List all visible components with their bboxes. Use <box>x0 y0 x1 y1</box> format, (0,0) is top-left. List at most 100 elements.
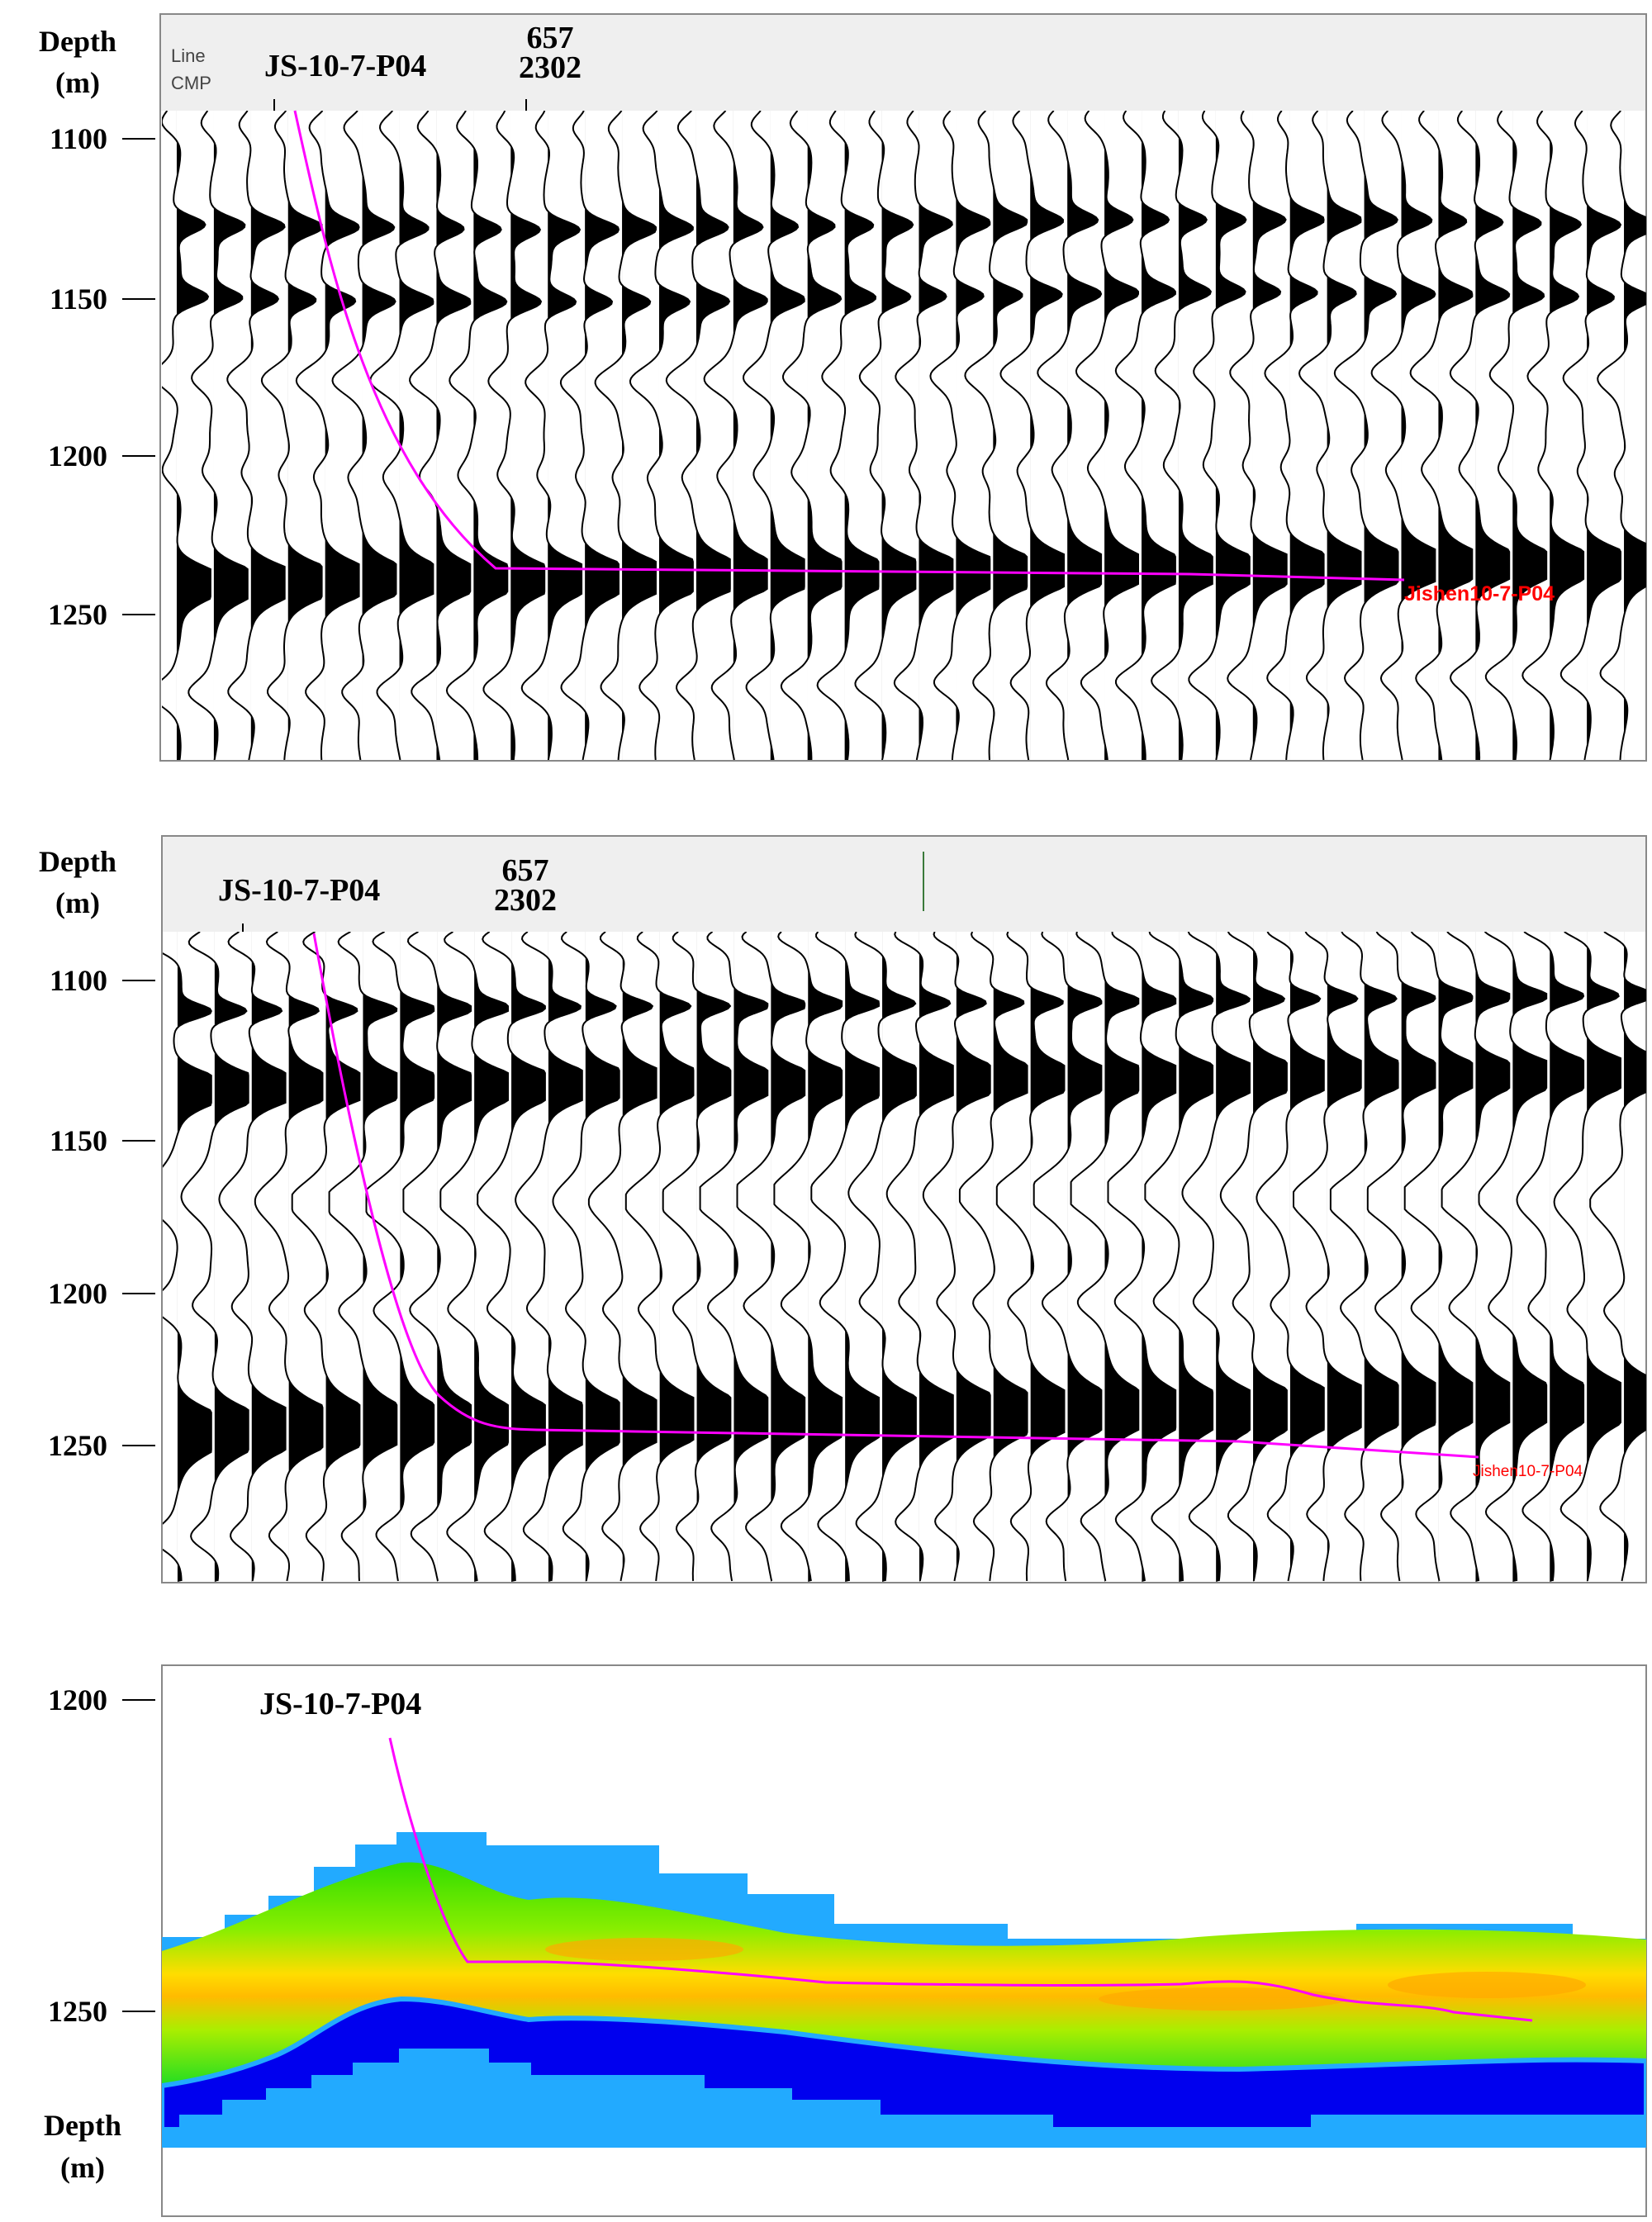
trace-fill <box>1289 111 1324 760</box>
trace-wiggle <box>328 932 398 1582</box>
trace-fill <box>881 111 916 760</box>
trace-fill <box>1364 932 1398 1582</box>
trace-wiggle <box>922 932 991 1582</box>
trace-wiggle <box>929 111 991 760</box>
trace-wiggle <box>1409 111 1474 760</box>
trace-wiggle <box>1070 932 1140 1582</box>
well-path <box>312 933 1479 1459</box>
trace-fill <box>1104 932 1139 1582</box>
trace-fill <box>733 932 768 1582</box>
well-label: Jishen10-7-P04 <box>1473 1463 1583 1480</box>
header-band <box>163 837 1645 932</box>
trace-wiggle <box>331 111 397 760</box>
trace-fill <box>807 111 842 760</box>
trace-wiggle <box>369 111 434 760</box>
wiggle-traces <box>163 932 1646 1582</box>
trace-wiggle <box>1329 932 1399 1582</box>
trace-wiggle <box>1151 111 1213 760</box>
trace-fill <box>808 932 843 1582</box>
trace-fill <box>1142 932 1176 1582</box>
cmp-value: 2302 <box>494 883 557 918</box>
trace-wiggle <box>1256 932 1325 1582</box>
trace-wiggle <box>816 111 880 760</box>
trace-fill <box>1216 932 1250 1582</box>
panel-frame <box>161 835 1647 1583</box>
trace-fill <box>1401 932 1436 1582</box>
trace-wiggle <box>1219 932 1288 1582</box>
trace-fill <box>1253 932 1287 1582</box>
depth-axis: Depth (m) 1100 1150 1200 1250 <box>39 25 155 631</box>
line-value: 657 <box>502 853 549 888</box>
trace-wiggle <box>736 932 806 1582</box>
trace-wiggle <box>1403 932 1474 1582</box>
trace-wiggle <box>773 932 843 1582</box>
trace-fill <box>771 932 805 1582</box>
trace-wiggle <box>995 932 1066 1582</box>
depth-tick-label: 1100 <box>50 122 107 155</box>
line-value: 657 <box>527 21 574 55</box>
trace-wiggle <box>1032 932 1103 1582</box>
attribute-body <box>162 1832 1646 2148</box>
trace-fill <box>882 932 916 1582</box>
trace-wiggle <box>587 932 657 1582</box>
trace-fill <box>1215 111 1250 760</box>
trace-fill <box>956 111 990 760</box>
trace-wiggle <box>445 111 509 760</box>
trace-wiggle <box>847 932 917 1582</box>
trace-wiggle <box>780 111 843 760</box>
trace-fill <box>1030 932 1065 1582</box>
axis-title-unit: (m) <box>60 2151 105 2184</box>
trace-wiggle <box>1597 111 1646 760</box>
panel-wiggle-2: JS-10-7-P04 657 2302 Jishen10-7-P04 Dept… <box>39 835 1647 1583</box>
trace-wiggle <box>1293 932 1362 1582</box>
trace-fill <box>919 932 953 1582</box>
trace-fill <box>363 932 397 1582</box>
trace-wiggle <box>295 111 360 760</box>
depth-tick-label: 1200 <box>48 1683 107 1716</box>
trace-wiggle <box>163 952 212 1582</box>
trace-wiggle <box>1478 932 1548 1581</box>
trace-wiggle <box>1516 932 1585 1582</box>
trace-wiggle <box>1366 932 1436 1582</box>
trace-fill <box>695 111 730 760</box>
trace-fill <box>1475 932 1510 1582</box>
trace-wiggle <box>629 111 694 760</box>
trace-fill <box>474 932 508 1582</box>
well-path <box>388 1737 1533 2022</box>
depth-axis: Depth (m) 1200 1250 <box>44 1683 155 2184</box>
trace-wiggle <box>1589 932 1646 1582</box>
trace-fill <box>1179 932 1213 1582</box>
trace-fill <box>733 111 767 760</box>
trace-fill <box>659 932 694 1582</box>
trace-fill <box>288 932 323 1582</box>
trace-fill <box>511 932 545 1582</box>
trace-wiggle <box>1521 111 1585 760</box>
trace-fill <box>585 111 619 760</box>
depth-tick-label: 1100 <box>50 964 107 997</box>
trace-fill <box>696 932 731 1582</box>
depth-tick-label: 1250 <box>48 598 107 631</box>
trace-wiggle <box>699 932 769 1582</box>
trace-fill <box>1030 111 1065 760</box>
trace-wiggle <box>1107 932 1177 1582</box>
trace-wiggle <box>1449 111 1511 760</box>
well-name: JS-10-7-P04 <box>259 1687 421 1721</box>
trace-fill <box>622 932 657 1582</box>
trace-wiggle <box>254 932 324 1582</box>
cmp-value: 2302 <box>519 50 582 85</box>
trace-fill <box>473 111 508 760</box>
trace-fill <box>325 932 360 1582</box>
attribute-low-zone <box>162 1996 1646 2132</box>
trace-fill <box>400 932 434 1582</box>
trace-fill <box>1587 932 1621 1582</box>
trace-wiggle <box>1181 932 1251 1582</box>
trace-wiggle <box>188 111 249 760</box>
trace-fill <box>176 111 211 760</box>
trace-fill <box>956 932 990 1582</box>
trace-wiggle <box>665 111 731 760</box>
trace-wiggle <box>1333 111 1399 760</box>
trace-fill <box>214 932 249 1582</box>
trace-fill <box>177 932 211 1582</box>
trace-wiggle <box>1075 111 1139 760</box>
